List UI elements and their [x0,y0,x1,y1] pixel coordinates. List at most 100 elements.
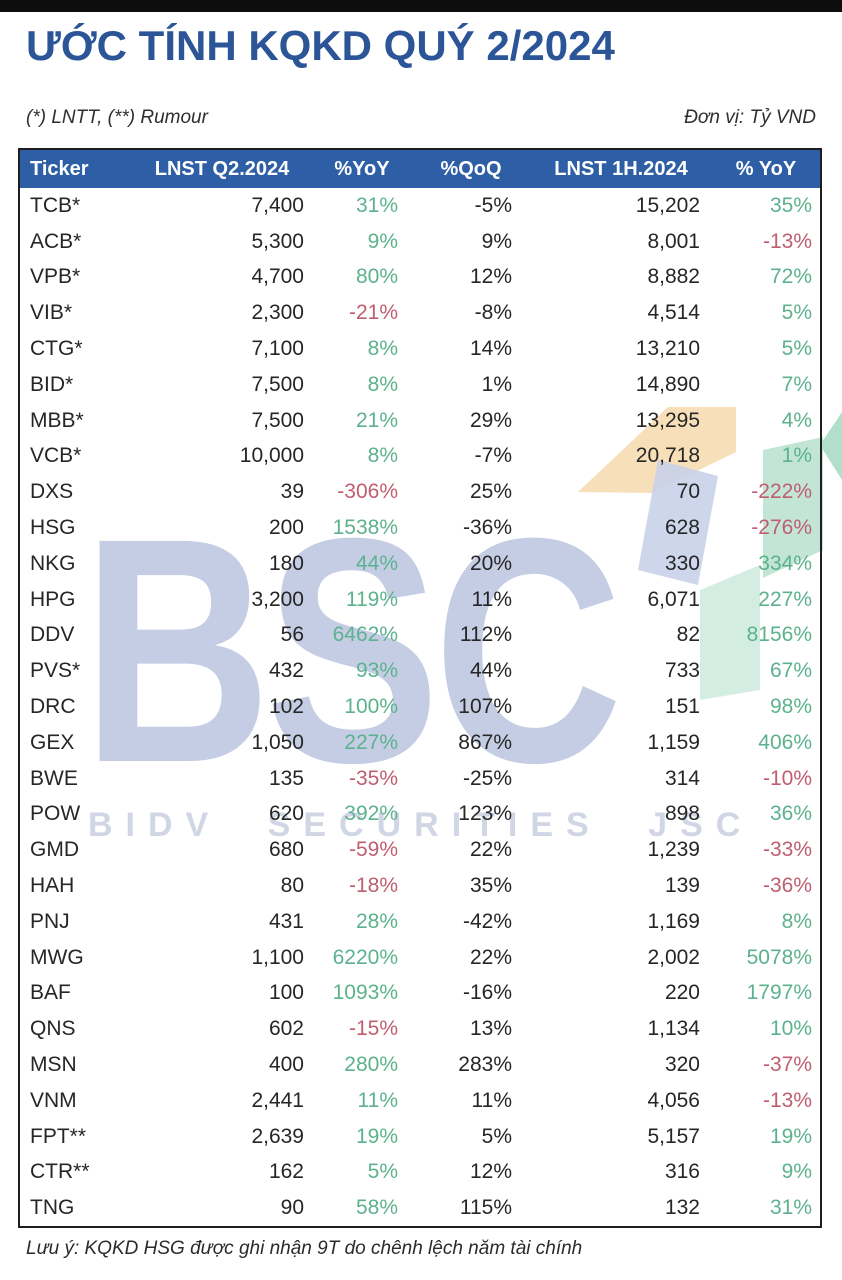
cell-yoy-q2: -59% [348,838,398,862]
header-cell-qoq: %QoQ [440,157,502,180]
header-cell-lnst-1h: LNST 1H.2024 [554,157,688,180]
cell-ticker: NKG [30,551,76,575]
cell-qoq: -7% [474,444,512,468]
cell-lnst-1h: 20,718 [635,444,700,468]
table-row: BAF 100 1093% -16% 220 1797% [20,976,820,1012]
cell-lnst-1h: 13,295 [635,408,700,432]
cell-qoq: 5% [481,1124,512,1148]
cell-yoy-q2: 280% [344,1053,398,1077]
cell-yoy-1h: 227% [758,587,812,611]
top-bar [0,0,842,12]
cell-lnst-1h: 4,056 [647,1088,700,1112]
cell-lnst-q2: 1,100 [251,945,304,969]
cell-qoq: 867% [458,730,512,754]
cell-lnst-q2: 7,400 [251,193,304,217]
cell-yoy-1h: 1797% [746,981,812,1005]
table-row: DXS 39 -306% 25% 70 -222% [20,474,820,510]
cell-lnst-1h: 2,002 [647,945,700,969]
cell-yoy-q2: 21% [355,408,398,432]
footnote-markers-label: (*) LNTT, (**) Rumour [26,107,208,128]
table-header-row: Ticker LNST Q2.2024 %YoY %QoQ LNST 1H.20… [20,150,820,188]
unit-label: Đơn vị: Tỷ VND [684,107,816,128]
cell-ticker: BWE [30,766,78,790]
cell-ticker: MSN [30,1053,77,1077]
earnings-table: Ticker LNST Q2.2024 %YoY %QoQ LNST 1H.20… [18,148,822,1229]
cell-qoq: 22% [469,838,512,862]
cell-qoq: 283% [458,1053,512,1077]
cell-lnst-q2: 3,200 [251,587,304,611]
cell-yoy-q2: 119% [345,587,398,611]
cell-yoy-q2: 8% [367,444,398,468]
cell-lnst-1h: 1,169 [647,909,700,933]
cell-lnst-q2: 7,500 [251,372,304,396]
cell-lnst-1h: 314 [664,766,700,790]
cell-lnst-q2: 56 [280,623,304,647]
cell-yoy-1h: 406% [758,730,812,754]
table-row: DDV 56 6462% 112% 82 8156% [20,618,820,654]
table-row: TCB* 7,400 31% -5% 15,202 35% [20,188,820,224]
report-footnote: Lưu ý: KQKD HSG được ghi nhận 9T do chên… [26,1238,583,1259]
cell-yoy-q2: 31% [355,193,398,217]
cell-lnst-q2: 431 [268,909,304,933]
cell-yoy-1h: 5% [781,301,812,325]
cell-yoy-1h: 8% [781,909,812,933]
cell-lnst-q2: 2,300 [251,301,304,325]
cell-qoq: 115% [459,1196,512,1220]
cell-yoy-1h: 19% [769,1124,812,1148]
subtitle-row: (*) LNTT, (**) Rumour Đơn vị: Tỷ VND [26,107,816,129]
cell-qoq: 9% [481,229,512,253]
table-row: BID* 7,500 8% 1% 14,890 7% [20,367,820,403]
cell-lnst-1h: 14,890 [635,372,700,396]
cell-yoy-1h: -37% [762,1053,812,1077]
cell-yoy-1h: 5% [781,337,812,361]
report-title: ƯỚC TÍNH KQKD QUÝ 2/2024 [26,22,615,69]
cell-lnst-q2: 180 [268,551,304,575]
header-cell-ticker: Ticker [30,157,89,180]
table-row: CTR** 162 5% 12% 316 9% [20,1155,820,1191]
table-row: VPB* 4,700 80% 12% 8,882 72% [20,260,820,296]
cell-yoy-q2: 8% [367,372,398,396]
table-row: TNG 90 58% 115% 132 31% [20,1190,820,1226]
cell-yoy-1h: -276% [751,516,812,540]
cell-lnst-q2: 432 [268,659,304,683]
cell-qoq: -25% [462,766,512,790]
cell-yoy-1h: 1% [781,444,812,468]
cell-qoq: -42% [462,909,512,933]
cell-qoq: -36% [462,516,512,540]
cell-yoy-q2: 1538% [332,516,398,540]
table-row: VCB* 10,000 8% -7% 20,718 1% [20,439,820,475]
cell-yoy-q2: 392% [344,802,398,826]
cell-lnst-q2: 2,639 [251,1124,304,1148]
cell-lnst-q2: 7,100 [251,337,304,361]
cell-ticker: DXS [30,480,74,504]
cell-ticker: DRC [30,695,76,719]
header-cell-yoy-q2: %YoY [334,157,390,180]
cell-lnst-1h: 8,001 [647,229,700,253]
cell-ticker: MWG [30,945,84,969]
cell-lnst-q2: 90 [280,1196,304,1220]
cell-yoy-1h: 10% [769,1017,812,1041]
cell-yoy-q2: 9% [367,229,398,253]
cell-lnst-1h: 4,514 [647,301,700,325]
cell-qoq: 12% [469,1160,512,1184]
cell-yoy-q2: 44% [355,551,398,575]
cell-yoy-q2: 6220% [332,945,398,969]
cell-yoy-1h: 4% [781,408,812,432]
cell-lnst-1h: 82 [676,623,700,647]
cell-lnst-q2: 7,500 [251,408,304,432]
cell-lnst-1h: 6,071 [647,587,700,611]
cell-yoy-q2: 28% [355,909,398,933]
cell-yoy-q2: -21% [348,301,398,325]
table-row: PNJ 431 28% -42% 1,169 8% [20,904,820,940]
table-row: ACB* 5,300 9% 9% 8,001 -13% [20,224,820,260]
cell-ticker: HAH [30,874,75,898]
table-row: GEX 1,050 227% 867% 1,159 406% [20,725,820,761]
cell-yoy-1h: -36% [762,874,812,898]
table-row: CTG* 7,100 8% 14% 13,210 5% [20,331,820,367]
cell-ticker: ACB* [30,229,82,253]
table-row: QNS 602 -15% 13% 1,134 10% [20,1011,820,1047]
cell-lnst-1h: 733 [664,659,700,683]
cell-yoy-1h: 31% [769,1196,812,1220]
cell-lnst-q2: 100 [268,981,304,1005]
cell-yoy-q2: -306% [337,480,398,504]
